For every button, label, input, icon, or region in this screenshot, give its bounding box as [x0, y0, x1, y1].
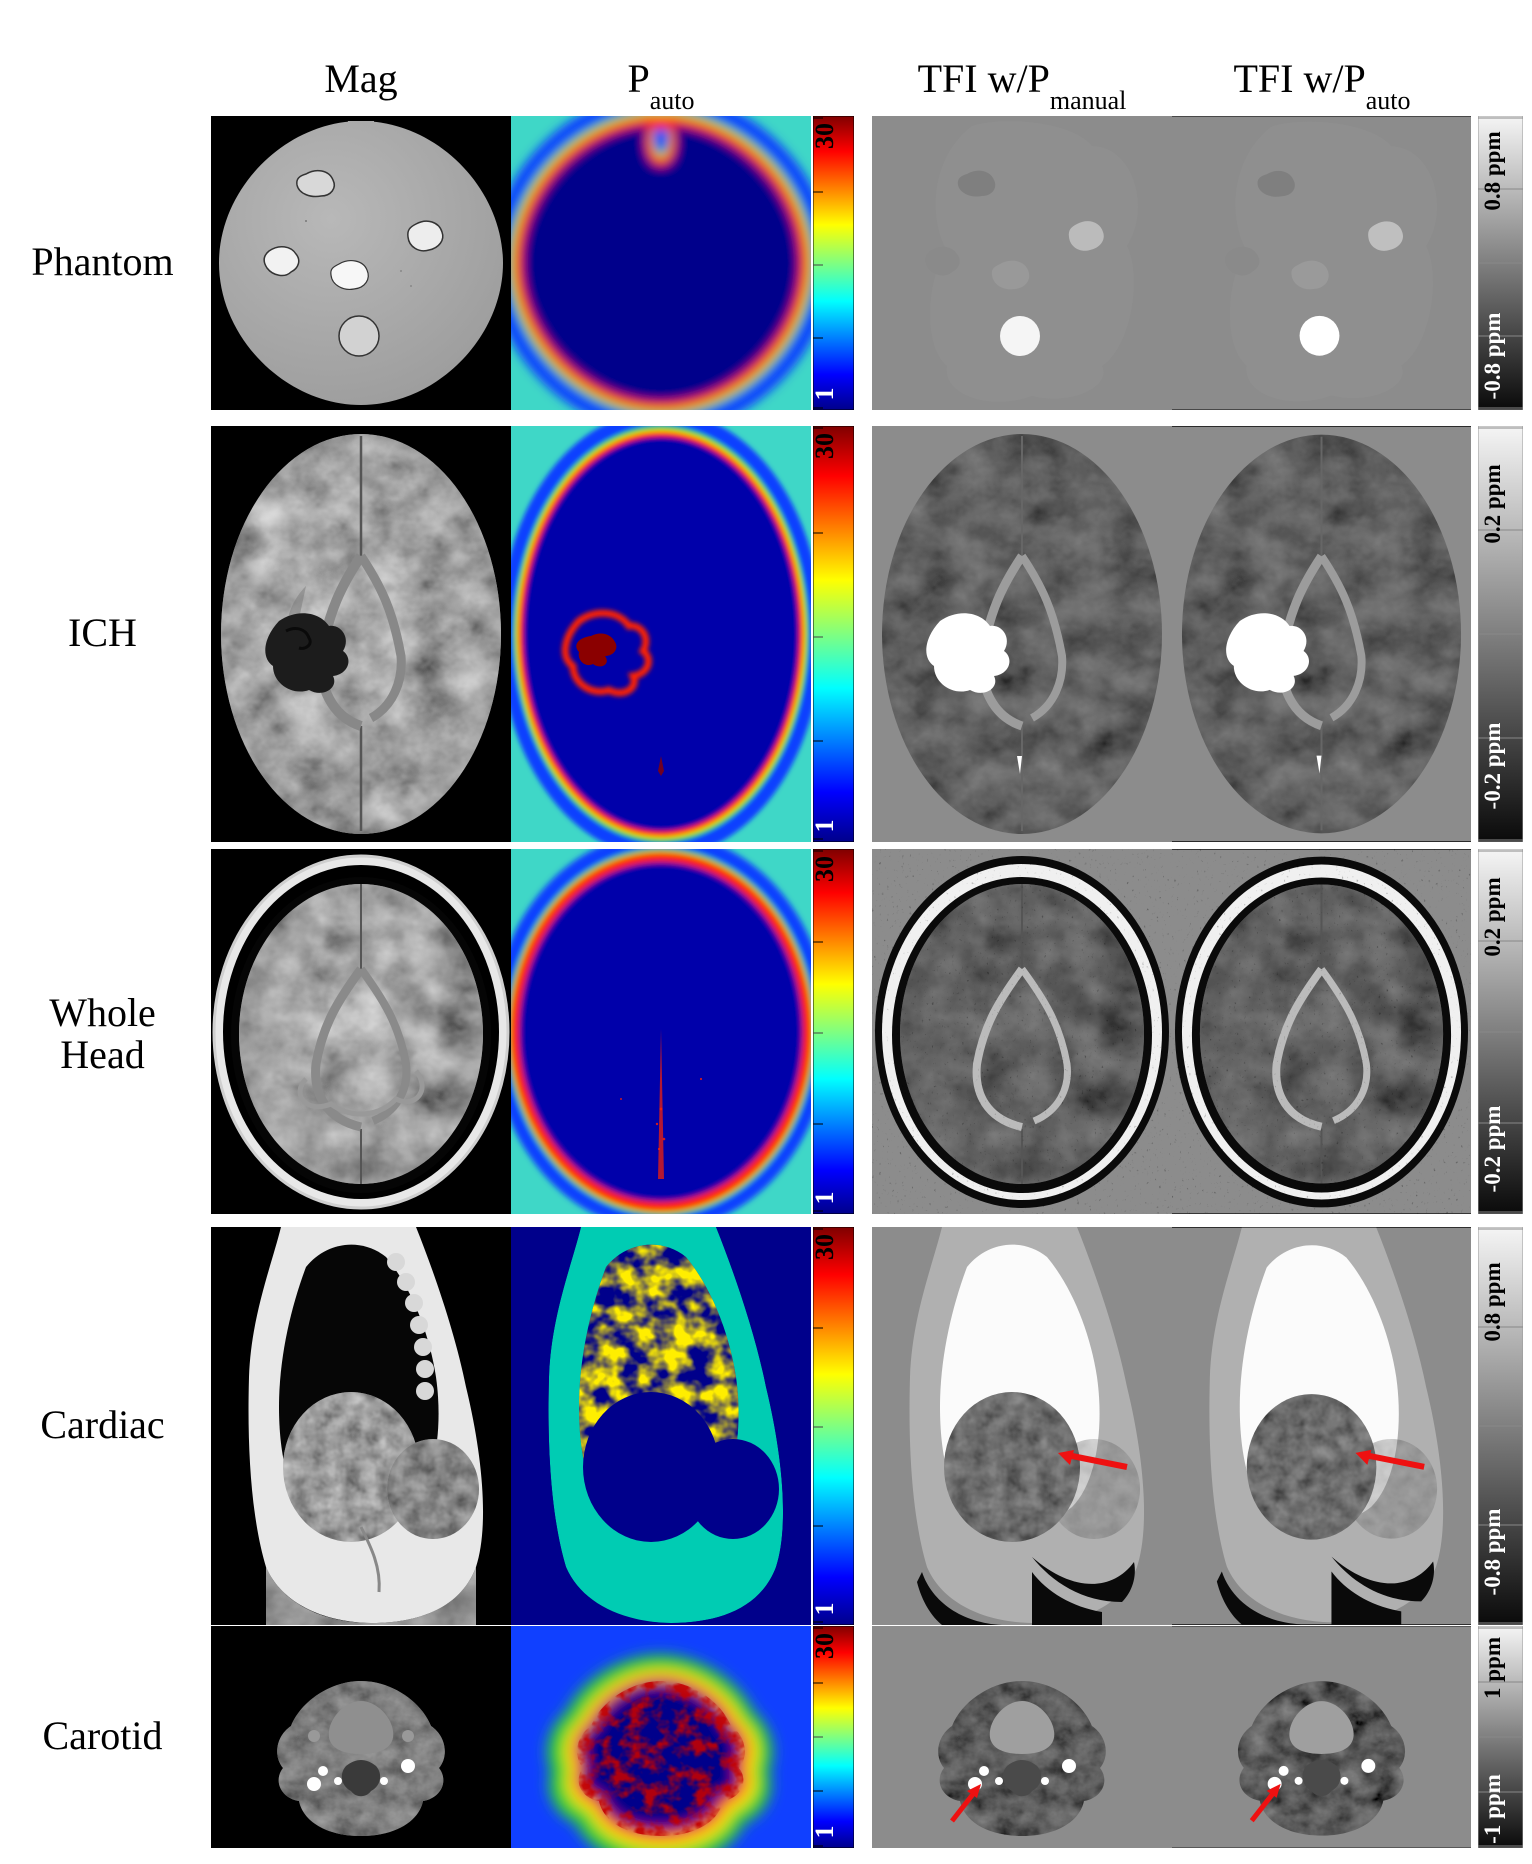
svg-text:0.8 ppm: 0.8 ppm — [1480, 131, 1505, 210]
svg-text:1 ppm: 1 ppm — [1480, 1637, 1505, 1699]
svg-text:30: 30 — [813, 123, 839, 149]
svg-text:1: 1 — [813, 1826, 839, 1839]
svg-text:30: 30 — [813, 1633, 839, 1659]
svg-text:30: 30 — [813, 433, 839, 459]
svg-text:1: 1 — [813, 820, 839, 833]
svg-text:-0.2 ppm: -0.2 ppm — [1480, 723, 1505, 810]
svg-text:1: 1 — [813, 388, 839, 401]
svg-text:1: 1 — [813, 1192, 839, 1205]
svg-text:0.8 ppm: 0.8 ppm — [1480, 1262, 1505, 1341]
svg-text:1: 1 — [813, 1603, 839, 1616]
svg-text:30: 30 — [813, 1234, 839, 1260]
svg-text:0.2 ppm: 0.2 ppm — [1480, 877, 1505, 956]
svg-text:-1 ppm: -1 ppm — [1480, 1774, 1505, 1844]
svg-text:-0.8 ppm: -0.8 ppm — [1480, 1509, 1505, 1596]
svg-text:-0.8 ppm: -0.8 ppm — [1480, 313, 1505, 400]
svg-text:-0.2 ppm: -0.2 ppm — [1480, 1106, 1505, 1193]
svg-text:0.2 ppm: 0.2 ppm — [1480, 464, 1505, 543]
svg-text:30: 30 — [813, 856, 839, 882]
